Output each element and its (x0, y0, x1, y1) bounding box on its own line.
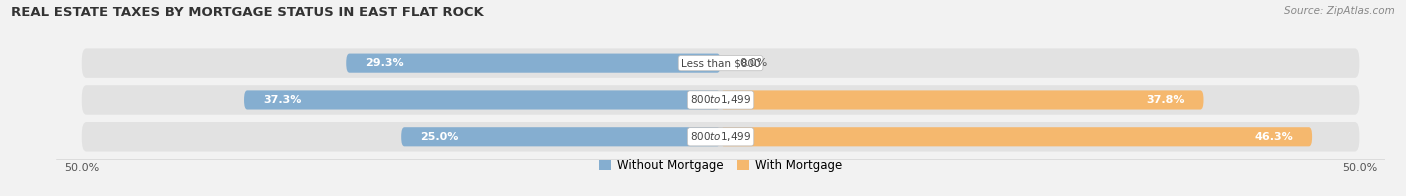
FancyBboxPatch shape (82, 85, 1360, 115)
FancyBboxPatch shape (245, 90, 721, 110)
FancyBboxPatch shape (401, 127, 721, 146)
Text: 46.3%: 46.3% (1254, 132, 1294, 142)
FancyBboxPatch shape (346, 54, 721, 73)
Text: Less than $800: Less than $800 (681, 58, 761, 68)
Text: 37.8%: 37.8% (1146, 95, 1184, 105)
FancyBboxPatch shape (721, 90, 1204, 110)
Text: 0.0%: 0.0% (740, 58, 768, 68)
Text: $800 to $1,499: $800 to $1,499 (690, 130, 751, 143)
Text: 25.0%: 25.0% (420, 132, 458, 142)
Text: 29.3%: 29.3% (366, 58, 404, 68)
Text: Source: ZipAtlas.com: Source: ZipAtlas.com (1284, 6, 1395, 16)
FancyBboxPatch shape (82, 48, 1360, 78)
FancyBboxPatch shape (721, 127, 1312, 146)
Legend: Without Mortgage, With Mortgage: Without Mortgage, With Mortgage (595, 154, 846, 177)
FancyBboxPatch shape (82, 122, 1360, 152)
Text: $800 to $1,499: $800 to $1,499 (690, 93, 751, 106)
Text: 37.3%: 37.3% (263, 95, 301, 105)
Text: REAL ESTATE TAXES BY MORTGAGE STATUS IN EAST FLAT ROCK: REAL ESTATE TAXES BY MORTGAGE STATUS IN … (11, 6, 484, 19)
